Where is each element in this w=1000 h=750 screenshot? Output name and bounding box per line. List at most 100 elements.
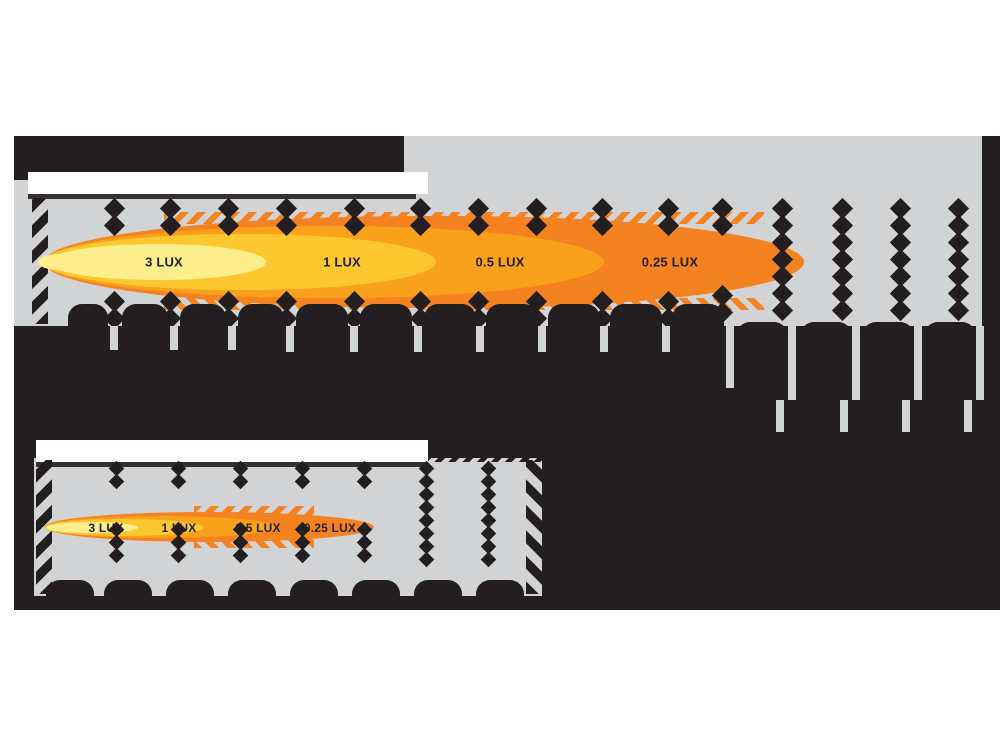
grid-column: [409, 197, 431, 330]
axis-label-redaction: [414, 580, 462, 610]
lower-subtitle-redaction-strip: [36, 462, 426, 467]
grid-diamond: [217, 214, 239, 237]
grid-diamond: [418, 551, 434, 568]
axis-label-redaction: [924, 322, 976, 342]
grid-diamond: [108, 473, 124, 490]
grid-column: [294, 460, 310, 564]
grid-diamond: [232, 473, 248, 490]
axis-label-redaction: [122, 304, 168, 338]
grid-tick-stem: [964, 400, 972, 440]
lower-white-callout-band: [36, 440, 428, 462]
axis-label-redaction: [672, 304, 724, 338]
lower-zone-label-0_25lux: 0.25 LUX: [303, 521, 357, 535]
grid-tick-stem: [538, 326, 546, 352]
grid-diamond: [232, 547, 248, 564]
axis-label-redaction: [862, 322, 914, 342]
grid-diamond: [170, 547, 186, 564]
grid-diamond: [591, 214, 613, 237]
upper-lobe-3lux: [48, 244, 266, 280]
grid-diamond: [771, 299, 793, 322]
grid-column: [356, 460, 372, 564]
grid-column: [170, 460, 186, 564]
grid-column: [343, 197, 365, 330]
axis-label-redaction: [296, 304, 348, 338]
upper-zone-label-3lux: 3 LUX: [145, 254, 183, 270]
grid-diamond: [831, 299, 853, 322]
grid-diamond: [525, 214, 547, 237]
axis-label-redaction: [476, 580, 524, 610]
grid-column: [480, 460, 496, 568]
lower-lobe-3lux: [46, 522, 138, 533]
grid-column: [418, 460, 434, 568]
grid-column: [771, 197, 793, 322]
axis-label-redaction: [548, 304, 600, 338]
axis-label-redaction: [180, 304, 226, 338]
grid-column: [947, 197, 969, 322]
grid-tick-stem: [662, 326, 670, 352]
grid-diamond: [480, 551, 496, 568]
grid-tick-stem: [726, 326, 734, 388]
axis-label-redaction: [736, 322, 788, 342]
grid-tick-stem: [852, 326, 860, 406]
axis-label-redaction: [486, 304, 538, 338]
axis-label-redaction: [610, 304, 662, 338]
axis-label-redaction: [352, 580, 400, 610]
grid-tick-stem: [600, 326, 608, 352]
lower-beam-pattern-panel: 3 LUX 1 LUX 0.5 LUX 0.25 LUX: [14, 432, 1000, 610]
grid-column: [831, 197, 853, 322]
lower-right-zigzag-edge: [526, 460, 542, 594]
grid-diamond: [275, 214, 297, 237]
axis-label-redaction: [360, 304, 412, 338]
axis-label-redaction: [424, 304, 476, 338]
grid-column: [232, 460, 248, 564]
grid-diamond: [947, 299, 969, 322]
axis-label-redaction: [800, 322, 852, 342]
grid-tick-stem: [902, 400, 910, 440]
axis-label-redaction: [166, 580, 214, 610]
upper-right-edge-redaction: [982, 136, 1000, 334]
grid-diamond: [343, 214, 365, 237]
grid-diamond: [467, 214, 489, 237]
grid-tick-stem: [350, 326, 358, 352]
upper-zone-label-1lux: 1 LUX: [323, 254, 361, 270]
grid-diamond: [889, 299, 911, 322]
grid-tick-stem: [476, 326, 484, 352]
lower-lobe-0_25lux-serration-top: [194, 506, 314, 518]
upper-zone-label-0_25lux: 0.25 LUX: [641, 254, 699, 270]
grid-diamond: [170, 473, 186, 490]
grid-tick-stem: [228, 326, 236, 350]
grid-diamond: [711, 214, 733, 237]
grid-diamond: [409, 214, 431, 237]
grid-tick-stem: [110, 326, 118, 350]
grid-tick-stem: [788, 326, 796, 406]
grid-tick-stem: [840, 400, 848, 440]
grid-diamond: [294, 547, 310, 564]
lower-lobe-0_25lux-serration-bottom: [194, 536, 314, 548]
grid-diamond: [356, 473, 372, 490]
axis-label-redaction: [228, 580, 276, 610]
grid-tick-stem: [170, 326, 178, 350]
grid-column: [711, 197, 733, 324]
upper-lobe-0_25lux-serration-top: [164, 212, 764, 224]
upper-beam-source-nose: [38, 254, 78, 270]
grid-column: [657, 197, 679, 330]
upper-zone-label-0_5lux: 0.5 LUX: [475, 254, 525, 270]
upper-beam-pattern-panel: 3 LUX 1 LUX 0.5 LUX 0.25 LUX: [14, 136, 1000, 406]
grid-diamond: [294, 473, 310, 490]
grid-tick-stem: [286, 326, 294, 352]
axis-label-redaction: [46, 580, 94, 610]
grid-tick-stem: [414, 326, 422, 352]
axis-label-redaction: [68, 304, 108, 338]
grid-column: [103, 197, 125, 330]
upper-white-callout-band: [28, 172, 428, 194]
axis-label-redaction: [290, 580, 338, 610]
axis-label-redaction: [104, 580, 152, 610]
lower-beam-group: [44, 502, 374, 552]
grid-diamond: [356, 547, 372, 564]
grid-diamond: [159, 214, 181, 237]
lower-zone-label-0_5lux: 0.5 LUX: [235, 521, 281, 535]
axis-label-redaction: [238, 304, 284, 338]
grid-column: [108, 460, 124, 564]
grid-column: [889, 197, 911, 322]
